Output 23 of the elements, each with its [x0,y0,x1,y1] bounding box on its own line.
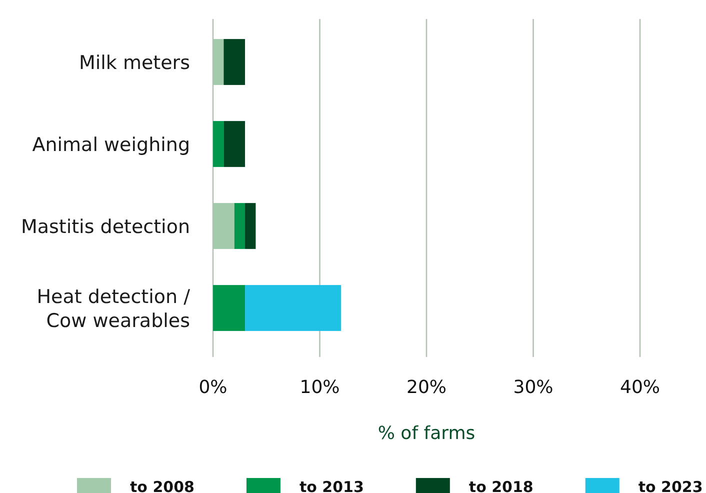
bar [213,39,224,85]
x-tick-label: 0% [198,377,228,398]
x-tick-label: 30% [513,377,554,398]
legend-label: to 2013 [299,478,364,493]
bar [224,121,246,167]
bar [224,39,246,85]
x-tick-label: 20% [406,377,447,398]
bar [213,203,234,249]
bar [213,121,224,167]
x-axis-title: % of farms [378,423,476,444]
legend-label: to 2023 [638,478,703,493]
y-tick-label: Milk meters [78,52,190,74]
y-tick-label: Animal weighing [32,134,190,156]
x-tick-label: 10% [300,377,340,398]
y-tick-label: Mastitis detection [20,216,190,238]
bar [245,285,342,331]
bar [213,285,246,331]
bar [234,203,246,249]
y-tick-label: Heat detection / Cow wearables [36,286,191,332]
x-tick-label: 40% [620,377,660,398]
legend-label: to 2018 [468,478,534,493]
bar [245,203,256,249]
legend-label: to 2008 [130,478,194,493]
